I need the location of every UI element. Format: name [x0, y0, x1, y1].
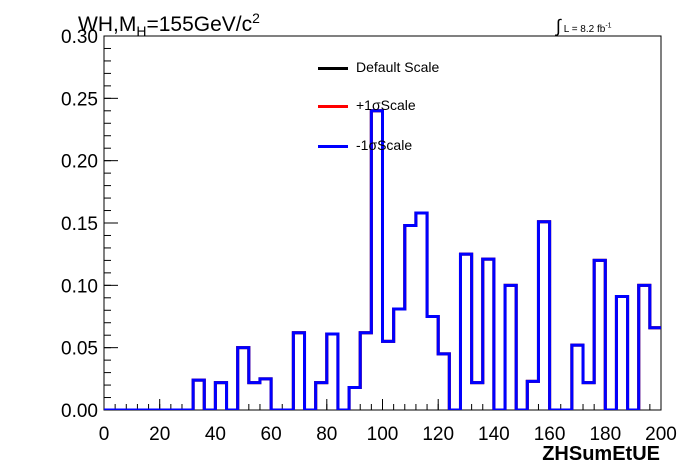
legend-label-minus: -1σScale	[356, 137, 413, 153]
integral-symbol: ∫	[556, 16, 561, 36]
legend-line-minus	[318, 145, 348, 148]
x-tick-label: 160	[534, 424, 566, 445]
y-tick-label: 0.10	[61, 276, 98, 297]
x-tick-label: 20	[149, 424, 170, 445]
series-group	[104, 109, 661, 410]
x-tick-label: 100	[367, 424, 399, 445]
chart-title: WH,MH=155GeV/c2	[78, 10, 260, 40]
x-tick-label: 200	[645, 424, 677, 445]
lumi-text: L = 8.2 fb	[563, 24, 606, 35]
y-tick-label: 0.05	[61, 339, 98, 360]
x-axis-label: ZHSumEtUE	[542, 443, 660, 465]
series-2	[104, 109, 661, 410]
y-axis: 0.00 0.05 0.10 0.15 0.20 0.25 0.30	[61, 27, 118, 422]
x-tick-label: 40	[205, 424, 226, 445]
y-tick-label: 0.15	[61, 214, 98, 235]
y-tick-label: 0.25	[61, 89, 98, 110]
series-line-2	[104, 109, 661, 410]
legend-line-default	[318, 67, 348, 70]
x-tick-label: 80	[316, 424, 337, 445]
y-tick-label: 0.00	[61, 401, 98, 422]
luminosity-label: ∫ L = 8.2 fb-1	[556, 16, 612, 37]
y-tick-label: 0.20	[61, 152, 98, 173]
y-tick-label: 0.30	[61, 27, 98, 48]
x-tick-label: 0	[99, 424, 110, 445]
x-tick-label: 180	[589, 424, 621, 445]
x-tick-label: 120	[422, 424, 454, 445]
lumi-superscript: -1	[605, 22, 612, 30]
legend-label-plus: +1σScale	[356, 97, 416, 113]
title-subscript: H	[136, 23, 147, 40]
legend-label-default: Default Scale	[356, 59, 440, 75]
x-tick-label: 60	[261, 424, 282, 445]
legend-line-plus	[318, 105, 348, 108]
x-tick-label: 140	[478, 424, 510, 445]
title-superscript: 2	[252, 10, 260, 26]
x-axis: 0 20 40 60 80 100 120 140 160 180 200	[99, 399, 677, 445]
